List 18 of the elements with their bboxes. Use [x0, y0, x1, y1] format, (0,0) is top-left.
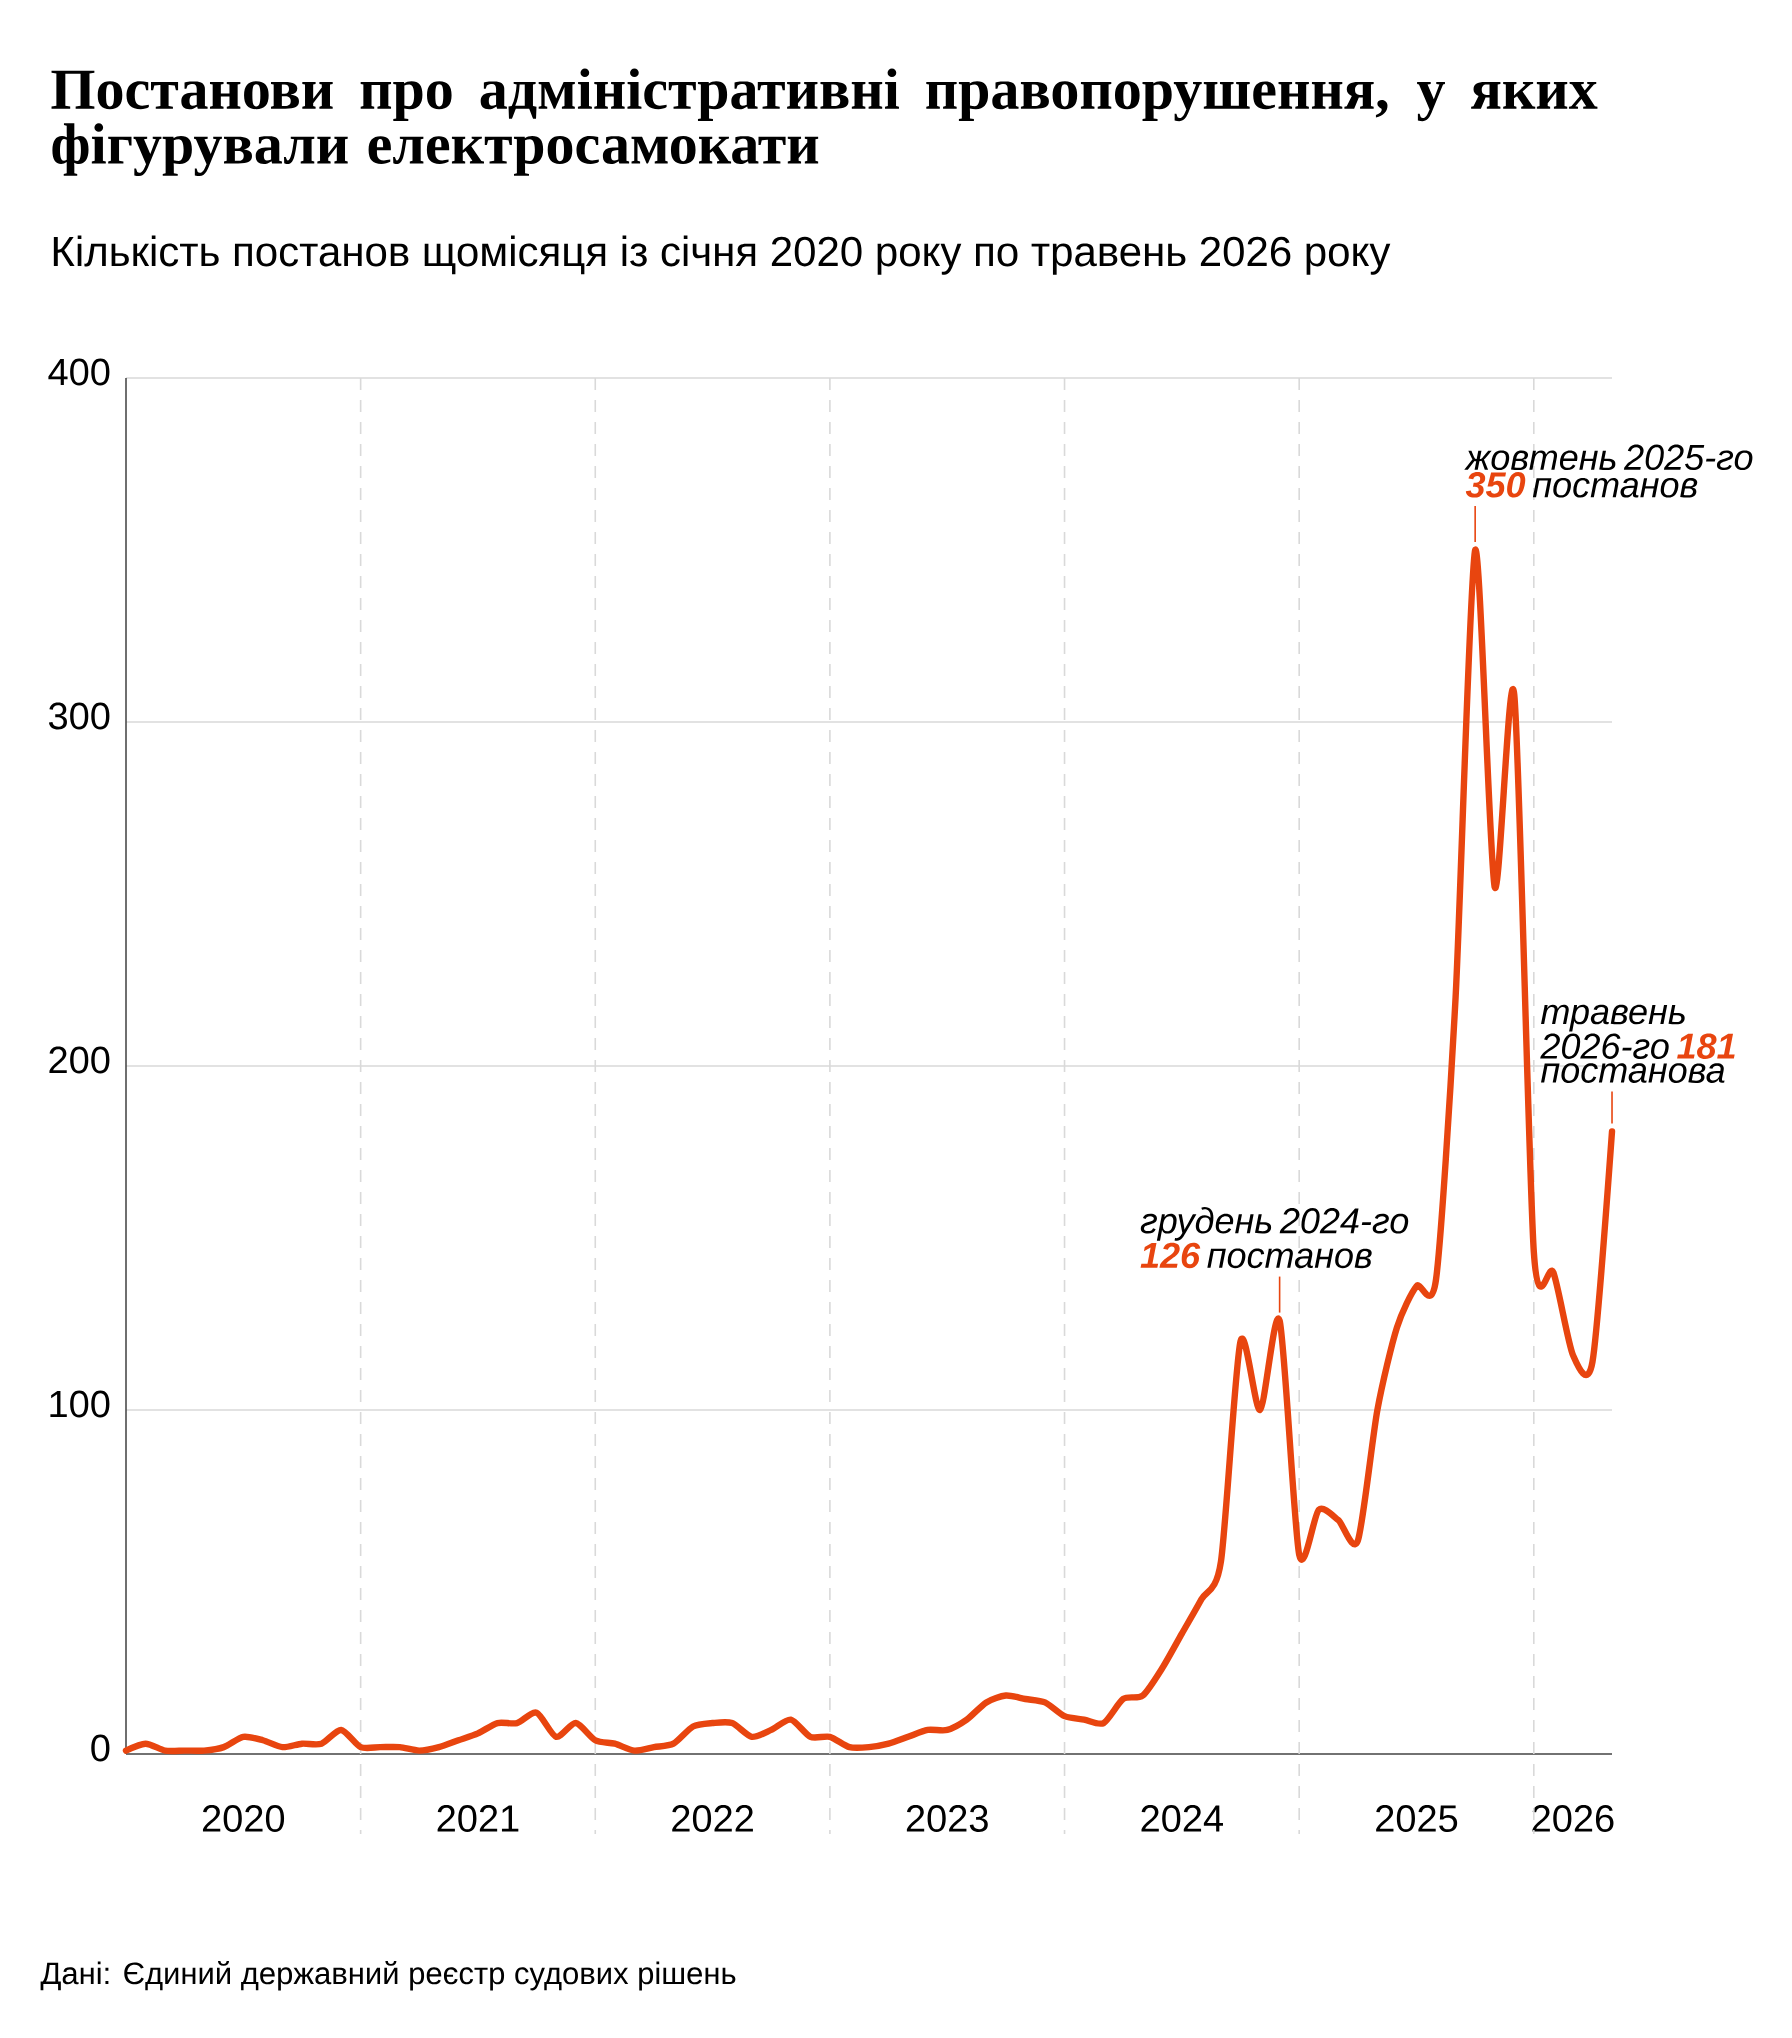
text: Дані: Єдиний державний реєстр судових рішень [40, 1961, 736, 1991]
x-tick-label: 2026 [1532, 1805, 1614, 1832]
chart-title: Постанови про адміністративні правопорушення, у яких фігурували електросамокати [51, 68, 1598, 176]
x-tick-label: 2025 [1376, 1805, 1458, 1832]
annotation: грудень 2024-го 126 постанов [1140, 1207, 1409, 1269]
x-tick-label: 2022 [672, 1805, 753, 1832]
x-tick-label: 2021 [437, 1805, 519, 1832]
y-tick-label: 400 [48, 358, 110, 386]
x-tick-label: 2024 [1141, 1805, 1223, 1832]
x-tick-label: 2023 [906, 1805, 988, 1832]
y-tick-label: 300 [48, 702, 110, 730]
annotation: жовтень 2025-го 350 постанов [1464, 444, 1753, 498]
y-tick-label: 100 [50, 1390, 110, 1418]
y-tick-label: 0 [91, 1734, 110, 1762]
x-tick-label: 2020 [202, 1805, 285, 1832]
annotation: травень 2026-го 181 постанова [1540, 1004, 1735, 1083]
y-tick-label: 200 [49, 1046, 110, 1074]
chart-subtitle: Кількість постанов щомісяця із січня 2020 року по травень 2026 року [53, 235, 1391, 275]
